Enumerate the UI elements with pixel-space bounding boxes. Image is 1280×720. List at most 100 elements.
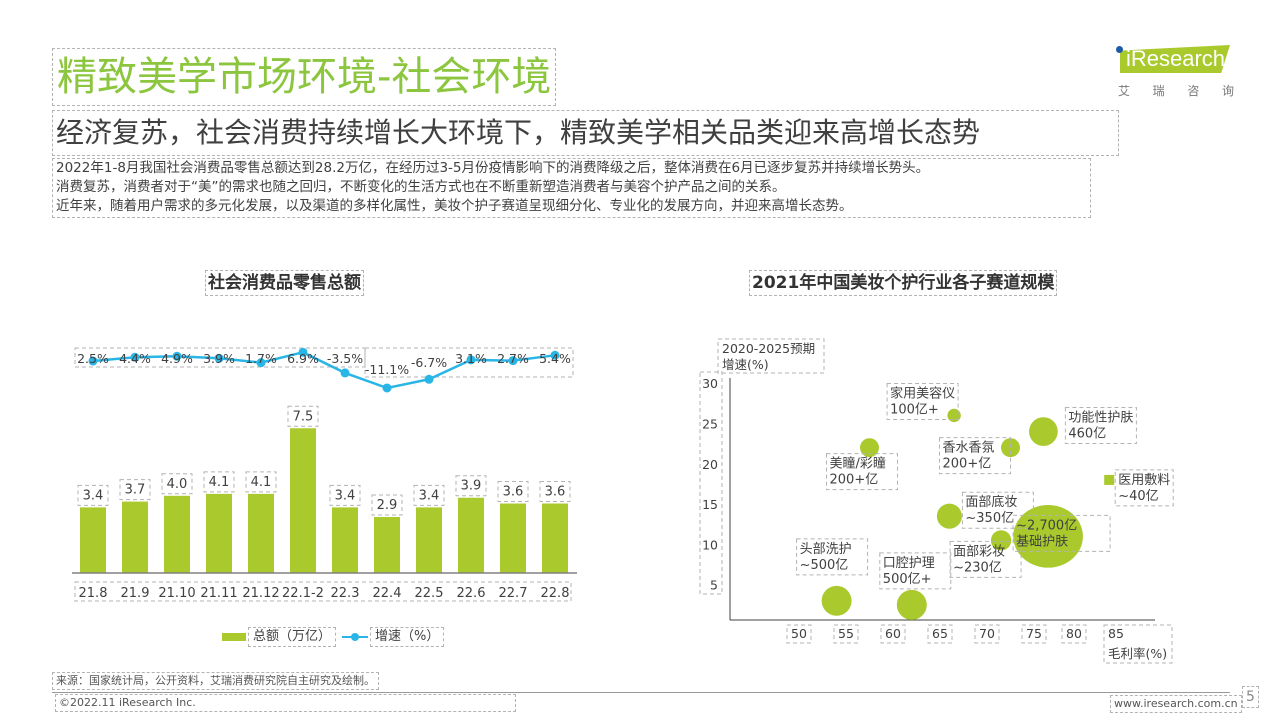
bar-value-label-box bbox=[539, 481, 571, 503]
y-tick-labels-box bbox=[699, 371, 723, 595]
bar bbox=[206, 493, 232, 573]
summary-text: 2022年1-8月我国社会消费品零售总额达到28.2万亿，在经历过3-5月份疫情… bbox=[52, 158, 1091, 218]
bar bbox=[164, 495, 190, 573]
bubble-label-size: 500亿+ bbox=[883, 572, 932, 587]
y-tick-label: 30 bbox=[702, 376, 718, 391]
growth-point bbox=[466, 355, 476, 365]
growth-value-label: -3.5% bbox=[327, 351, 363, 366]
x-tick-labels-box bbox=[74, 581, 572, 602]
bubble-label-name: 家用美容仪 bbox=[890, 385, 955, 401]
growth-value-label: 3.9% bbox=[203, 351, 235, 366]
x-tick-label: 22.3 bbox=[331, 586, 360, 601]
growth-value-label: 6.9% bbox=[287, 351, 319, 366]
logo-cn-char: 瑞 bbox=[1152, 84, 1165, 98]
growth-value-label: -11.1% bbox=[365, 362, 409, 377]
website-link[interactable]: www.iresearch.com.cn bbox=[1110, 695, 1242, 713]
bar bbox=[248, 493, 274, 573]
bar-value-label-box bbox=[413, 484, 445, 506]
bubble bbox=[1104, 474, 1115, 485]
bubble-label-box bbox=[939, 437, 1011, 475]
growth-point bbox=[340, 368, 350, 378]
x-tick-label: 75 bbox=[1026, 626, 1042, 641]
bubble bbox=[1029, 417, 1058, 446]
x-tick-label: 85 bbox=[1108, 626, 1124, 641]
bubble bbox=[947, 408, 961, 423]
bubble-label-name: 美瞳/彩瞳 bbox=[830, 457, 886, 472]
bubble-label-size: ~40亿 bbox=[1118, 489, 1158, 504]
bar-value-label: 3.9 bbox=[461, 479, 482, 494]
bubble-label-name: 医用敷料 bbox=[1118, 473, 1170, 488]
logo-banner bbox=[1120, 45, 1230, 73]
growth-point bbox=[550, 350, 560, 360]
bubble-label-box bbox=[826, 453, 898, 491]
bubble-label-name: 面部底妆 bbox=[965, 494, 1017, 510]
bubble bbox=[936, 503, 962, 529]
logo-dot-icon bbox=[1116, 46, 1123, 53]
x-tick-label: 55 bbox=[838, 626, 854, 641]
growth-point bbox=[256, 358, 266, 368]
growth-point bbox=[508, 356, 518, 366]
bubble-label-size: ~350亿 bbox=[965, 511, 1014, 526]
page-number: 5 bbox=[1242, 686, 1259, 708]
bar bbox=[122, 501, 148, 573]
growth-value-label: 5.4% bbox=[539, 351, 571, 366]
y-tick-label: 10 bbox=[702, 537, 718, 552]
bubble-label-size: 200+亿 bbox=[830, 473, 879, 488]
bubble-label-name: 功能性护肤 bbox=[1068, 411, 1133, 426]
footer-divider bbox=[52, 692, 1230, 693]
bar-value-label: 3.7 bbox=[125, 483, 146, 498]
bubble-label-size: 200+亿 bbox=[943, 457, 992, 472]
copyright: ©2022.11 iResearch Inc. bbox=[55, 694, 516, 712]
bubble bbox=[1013, 505, 1083, 568]
bar-value-label-box bbox=[161, 473, 193, 495]
x-tick-label: 50 bbox=[791, 626, 807, 641]
x-tick-label: 65 bbox=[932, 626, 948, 641]
bubble-label-size: ~230亿 bbox=[953, 560, 1002, 575]
bubble-label-name: 头部洗护 bbox=[800, 542, 852, 557]
x-tick-label: 21.10 bbox=[158, 586, 195, 601]
y-tick-label: 5 bbox=[710, 578, 718, 593]
bar bbox=[416, 507, 442, 573]
growth-point bbox=[130, 352, 140, 362]
growth-point bbox=[88, 356, 98, 366]
growth-value-label: 1.7% bbox=[245, 351, 277, 366]
iresearch-logo: iResearch 艾 瑞 咨 询 bbox=[1112, 42, 1237, 102]
bar-value-label: 2.9 bbox=[377, 498, 398, 513]
bar-value-label: 3.4 bbox=[83, 488, 104, 503]
bar bbox=[332, 507, 358, 573]
bar-value-label-box bbox=[287, 405, 319, 427]
x-tick-label: 80 bbox=[1066, 626, 1082, 641]
bar bbox=[458, 497, 484, 573]
legend-bar-swatch bbox=[222, 633, 246, 641]
bar-value-label: 4.1 bbox=[251, 475, 272, 490]
x-tick-label: 21.8 bbox=[79, 586, 108, 601]
growth-value-label: 2.5% bbox=[77, 351, 109, 366]
bubble-label-box bbox=[879, 552, 952, 590]
x-tick-label: 22.1-2 bbox=[282, 586, 324, 601]
growth-point bbox=[382, 383, 392, 393]
y-axis-title-box bbox=[717, 338, 825, 374]
growth-line bbox=[92, 351, 556, 390]
bar-value-label-box bbox=[455, 475, 487, 497]
summary-line: 2022年1-8月我国社会消费品零售总额达到28.2万亿，在经历过3-5月份疫情… bbox=[56, 160, 930, 176]
growth-point bbox=[424, 374, 434, 384]
summary-line: 消费复苏，消费者对于“美”的需求也随之回归，不断变化的生活方式也在不断重新塑造消… bbox=[56, 179, 786, 195]
y-tick-label: 15 bbox=[702, 497, 718, 512]
bar bbox=[500, 503, 526, 573]
page-subtitle: 经济复苏，社会消费持续增长大环境下，精致美学相关品类迎来高增长态势 bbox=[52, 110, 1119, 156]
bubble-label-box bbox=[796, 538, 869, 576]
bubble-label-size: 100亿+ bbox=[890, 402, 939, 417]
bubble-label-size: ~500亿 bbox=[800, 558, 849, 573]
bubble-label-name: 口腔护理 bbox=[883, 556, 935, 571]
bubble-label-size: 460亿 bbox=[1068, 427, 1106, 442]
logo-wordmark: iResearch bbox=[1126, 46, 1226, 71]
x-axis-title: 毛利率(%) bbox=[1108, 646, 1167, 661]
bar-value-label-box bbox=[203, 471, 235, 493]
bubble-label-name: 面部彩妆 bbox=[953, 544, 1005, 559]
bar-value-label-box bbox=[77, 484, 109, 506]
x-tick-label: 21.12 bbox=[242, 586, 279, 601]
bar-value-label-box bbox=[119, 479, 151, 501]
growth-value-label: -6.7% bbox=[411, 355, 447, 370]
x-tick-label: 22.5 bbox=[415, 586, 444, 601]
